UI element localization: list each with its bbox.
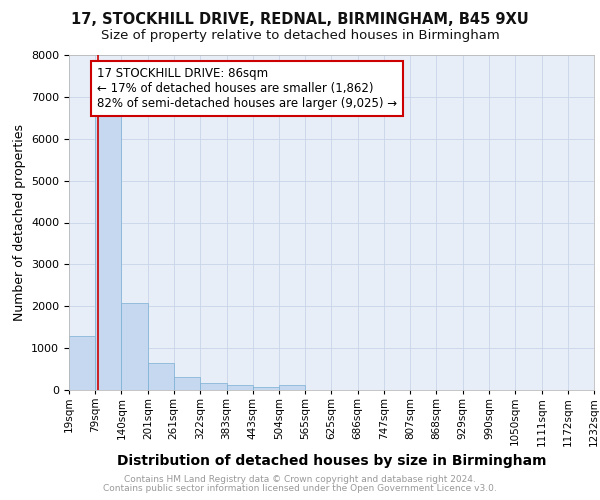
Bar <box>121 303 148 390</box>
Bar <box>95 114 121 390</box>
Text: Contains HM Land Registry data © Crown copyright and database right 2024.: Contains HM Land Registry data © Crown c… <box>124 475 476 484</box>
Bar <box>148 363 174 390</box>
Bar <box>69 336 95 390</box>
X-axis label: Distribution of detached houses by size in Birmingham: Distribution of detached houses by size … <box>117 454 546 468</box>
Text: Size of property relative to detached houses in Birmingham: Size of property relative to detached ho… <box>101 29 499 42</box>
Bar <box>253 387 279 390</box>
Text: 17 STOCKHILL DRIVE: 86sqm
← 17% of detached houses are smaller (1,862)
82% of se: 17 STOCKHILL DRIVE: 86sqm ← 17% of detac… <box>97 66 397 110</box>
Bar <box>279 386 305 390</box>
Bar <box>227 386 253 390</box>
Bar <box>174 377 200 390</box>
Y-axis label: Number of detached properties: Number of detached properties <box>13 124 26 321</box>
Bar <box>200 384 227 390</box>
Text: Contains public sector information licensed under the Open Government Licence v3: Contains public sector information licen… <box>103 484 497 493</box>
Text: 17, STOCKHILL DRIVE, REDNAL, BIRMINGHAM, B45 9XU: 17, STOCKHILL DRIVE, REDNAL, BIRMINGHAM,… <box>71 12 529 28</box>
